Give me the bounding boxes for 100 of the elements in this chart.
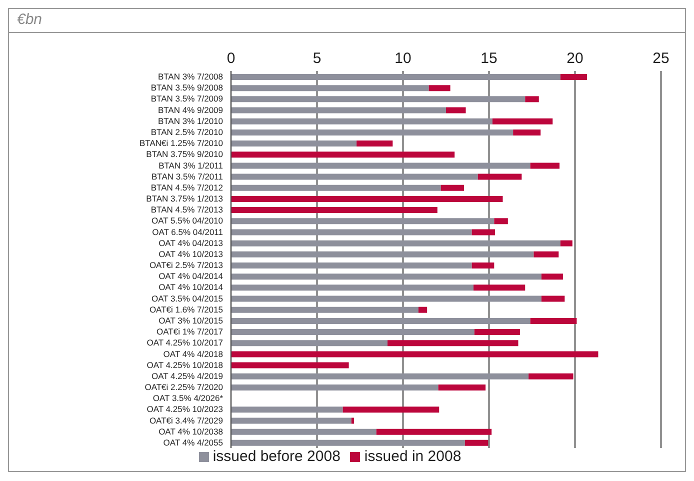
x-tick-label: 20 <box>566 50 584 67</box>
bar <box>231 118 492 124</box>
bar <box>231 251 534 258</box>
legend-label: issued in 2008 <box>364 448 462 465</box>
y-tick-label: BTAN 4.5% 7/2013 <box>150 204 224 215</box>
x-tick-label: 10 <box>394 50 412 67</box>
y-tick-label: OAT€i 1% 7/2017 <box>156 326 224 337</box>
bar <box>474 329 520 336</box>
y-tick-label: OAT 4% 4/2055 <box>163 437 224 448</box>
x-tick-label: 0 <box>226 50 236 67</box>
bar <box>231 74 560 80</box>
bar <box>231 274 542 280</box>
y-tick-label: BTAN 3.75% 1/2013 <box>146 194 224 204</box>
bar <box>231 140 357 147</box>
bar <box>541 296 565 302</box>
bar <box>231 384 438 390</box>
bar <box>418 306 428 313</box>
y-tick-label: OAT 5.5% 04/2010 <box>151 216 224 226</box>
bar <box>231 373 529 380</box>
y-tick-label: OAT 4.25% 10/2017 <box>146 338 224 348</box>
bar <box>231 428 376 435</box>
bar <box>530 318 577 324</box>
bar <box>231 129 514 136</box>
bar <box>560 74 588 80</box>
bar <box>231 262 472 268</box>
bar <box>231 284 474 291</box>
bar <box>472 262 494 268</box>
bar <box>541 274 563 280</box>
bar <box>231 329 474 336</box>
bar <box>231 196 503 202</box>
y-tick-label: BTAN 3% 1/2010 <box>158 116 224 126</box>
y-tick-label: BTAN€i 1.25% 7/2010 <box>140 138 224 148</box>
bar <box>231 96 526 102</box>
bar <box>356 140 393 147</box>
y-tick-label: OAT€i 2.25% 7/2020 <box>144 382 224 392</box>
y-tick-label: BTAN 3.5% 7/2011 <box>151 171 224 182</box>
y-tick-label: OAT 4% 04/2014 <box>158 271 224 282</box>
bar <box>342 406 440 413</box>
y-tick-label: BTAN 2.5% 7/2010 <box>150 127 224 138</box>
y-tick-label: BTAN 3.5% 9/2008 <box>150 82 224 93</box>
bar <box>231 318 530 324</box>
bar <box>231 207 438 214</box>
y-tick-label: OAT 4% 04/2013 <box>158 238 224 248</box>
bar <box>231 306 418 313</box>
bar <box>513 129 541 136</box>
bar <box>440 184 464 191</box>
bar <box>231 340 388 346</box>
y-tick-label: OAT 4% 10/2014 <box>158 282 224 292</box>
bar <box>231 85 429 92</box>
bar <box>464 440 488 446</box>
y-tick-label: OAT€i 1.6% 7/2015 <box>149 304 224 314</box>
x-tick-label: 25 <box>652 50 670 67</box>
y-tick-label: BTAN 4.5% 7/2012 <box>150 182 224 192</box>
bar <box>525 96 539 102</box>
y-tick-label: BTAN 3.75% 9/2010 <box>146 149 224 160</box>
y-tick-label: OAT 4.25% 10/2023 <box>146 404 224 414</box>
bar <box>560 240 572 246</box>
bar <box>438 384 486 390</box>
bar <box>478 174 522 180</box>
bar <box>376 428 492 435</box>
y-tick-label: BTAN 3% 7/2008 <box>158 72 224 82</box>
bar <box>528 373 574 380</box>
bar <box>492 118 553 124</box>
y-tick-label: OAT 4% 10/2038 <box>158 426 224 436</box>
y-tick-label: BTAN 3.5% 7/2009 <box>150 94 224 104</box>
x-tick-label: 15 <box>480 50 498 67</box>
bar <box>231 162 530 169</box>
y-tick-label: OAT 3% 10/2015 <box>158 316 224 326</box>
bar <box>231 229 472 236</box>
bar <box>231 152 455 158</box>
bar <box>388 340 518 346</box>
bar <box>231 406 343 413</box>
bar <box>231 362 349 368</box>
bar <box>474 284 526 291</box>
y-tick-label: OAT 4.25% 4/2019 <box>151 370 224 381</box>
bar <box>231 296 542 302</box>
bar <box>446 107 466 114</box>
y-tick-label: OAT€i 2.5% 7/2013 <box>149 260 224 270</box>
y-tick-label: OAT 3.5% 4/2026* <box>152 393 224 404</box>
bar <box>472 229 496 236</box>
y-tick-label: BTAN 4% 9/2009 <box>158 104 224 115</box>
bar <box>231 107 446 114</box>
y-tick-label: BTAN 3% 1/2011 <box>158 160 224 170</box>
y-tick-label: OAT€i 3.4% 7/2029 <box>149 415 224 426</box>
bar <box>231 184 441 191</box>
bar <box>351 418 354 424</box>
bar <box>231 174 478 180</box>
bar <box>231 218 494 224</box>
y-tick-label: OAT 4.25% 10/2018 <box>146 360 224 370</box>
y-tick-label: OAT 4% 10/2013 <box>158 248 224 259</box>
bar <box>534 251 559 258</box>
bar <box>231 418 352 424</box>
bar <box>428 85 450 92</box>
bar <box>231 440 465 446</box>
text: €bn <box>17 11 42 28</box>
bar <box>494 218 508 224</box>
bar <box>530 162 560 169</box>
y-tick-label: OAT 6.5% 04/2011 <box>152 226 224 237</box>
legend-label: issued before 2008 <box>212 448 340 465</box>
y-tick-label: OAT 3.5% 04/2015 <box>151 293 224 304</box>
